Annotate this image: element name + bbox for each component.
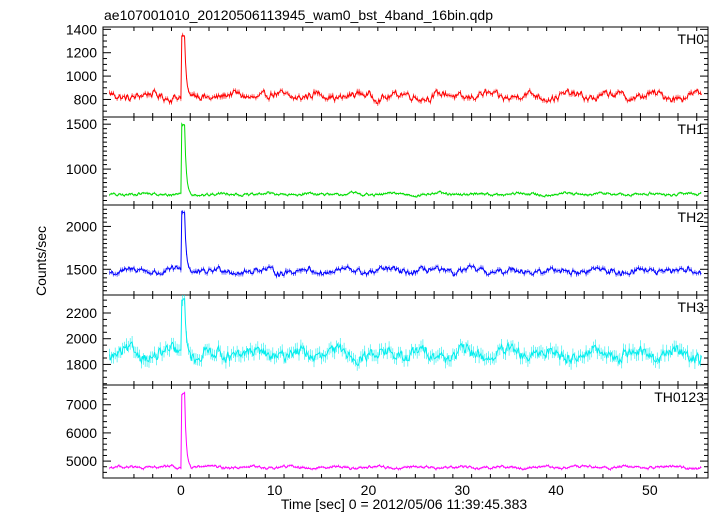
panel-th1: 1000 1500 TH1 bbox=[66, 116, 709, 206]
y-axis-label: Counts/sec bbox=[33, 226, 49, 296]
y-tick-label: 1500 bbox=[66, 261, 97, 277]
y-tick-label: 5000 bbox=[66, 453, 97, 469]
panel-th0: 800 1000 1200 1400 TH0 bbox=[66, 21, 709, 118]
y-tick-label: 6000 bbox=[66, 425, 97, 441]
series-line-th0123 bbox=[109, 391, 702, 471]
panel-frame bbox=[102, 116, 709, 206]
error-bars-th0 bbox=[109, 32, 701, 106]
panel-frame bbox=[102, 384, 709, 479]
y-tick-label: 1000 bbox=[66, 161, 97, 177]
x-tick-label: 50 bbox=[642, 482, 658, 498]
error-bars-th3 bbox=[109, 295, 701, 371]
y-tick-label: 1500 bbox=[66, 116, 97, 132]
error-bars-th2 bbox=[109, 210, 701, 279]
y-tick-label: 2000 bbox=[66, 331, 97, 347]
panel-frame bbox=[102, 294, 709, 386]
chart-title: ae107001010_20120506113945_wam0_bst_4ban… bbox=[104, 7, 493, 23]
panel-frame bbox=[102, 26, 709, 118]
panel-th0123: 5000 6000 7000 0 10 20 30 40 50 TH0123 bbox=[66, 384, 709, 498]
y-tick-label: 800 bbox=[74, 91, 98, 107]
panel-label: TH1 bbox=[678, 121, 705, 137]
x-tick-label: 30 bbox=[454, 482, 470, 498]
error-bars-th1 bbox=[109, 124, 701, 198]
panel-th3: 1800 2000 2200 TH3 bbox=[66, 294, 709, 386]
x-tick-label: 10 bbox=[267, 482, 283, 498]
panel-label: TH2 bbox=[678, 209, 705, 225]
series-line-th2 bbox=[109, 210, 702, 278]
x-tick-label: 40 bbox=[548, 482, 564, 498]
x-tick-label: 20 bbox=[361, 482, 377, 498]
error-bars-th0123 bbox=[109, 391, 701, 471]
panel-label: TH0123 bbox=[654, 389, 704, 405]
x-tick-label: 0 bbox=[177, 482, 185, 498]
y-tick-label: 1800 bbox=[66, 356, 97, 372]
y-tick-label: 1400 bbox=[66, 21, 97, 37]
panel-th2: 1500 2000 TH2 bbox=[66, 204, 709, 296]
panel-frame bbox=[102, 204, 709, 296]
y-tick-label: 1000 bbox=[66, 68, 97, 84]
y-tick-label: 7000 bbox=[66, 397, 97, 413]
panel-label: TH3 bbox=[678, 299, 705, 315]
x-axis-label: Time [sec] 0 = 2012/05/06 11:39:45.383 bbox=[281, 496, 528, 512]
y-tick-label: 1200 bbox=[66, 45, 97, 61]
y-tick-label: 2200 bbox=[66, 305, 97, 321]
panel-label: TH0 bbox=[678, 31, 705, 47]
y-tick-label: 2000 bbox=[66, 218, 97, 234]
series-line-th1 bbox=[109, 122, 702, 198]
panels: 800 1000 1200 1400 TH0 1000 1500 TH1 1500 2000 TH2… bbox=[66, 21, 709, 498]
